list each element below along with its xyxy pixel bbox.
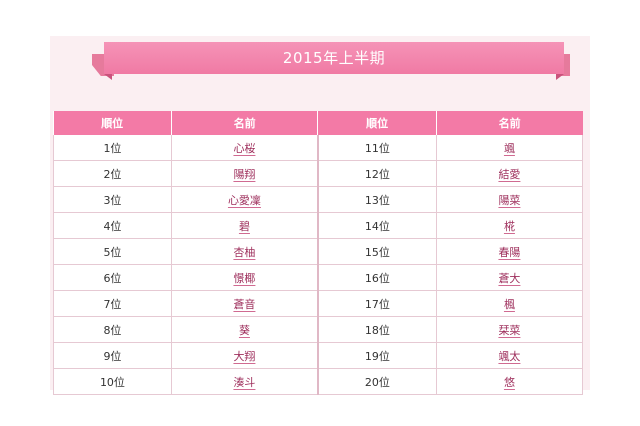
name-cell: 蒼音	[171, 290, 319, 317]
name-link[interactable]: 蒼大	[498, 271, 521, 285]
rank-cell: 11位	[317, 135, 437, 161]
name-cell: 碧	[171, 212, 319, 239]
rank-cell: 12位	[317, 160, 437, 187]
name-cell: 蒼大	[436, 264, 584, 291]
name-link[interactable]: 心桜	[233, 141, 256, 155]
rank-cell: 2位	[53, 160, 172, 187]
name-cell: 椛	[436, 212, 584, 239]
rank-cell: 4位	[53, 212, 172, 239]
rank-cell: 14位	[317, 212, 437, 239]
ranking-body: 1位 心桜 11位 颯 2位 陽翔 12位 結愛 3位 心愛凜 13位 陽菜 4位 碧 14位 椛 5位 杏柚 15…	[53, 135, 584, 395]
rank-cell: 17位	[317, 290, 437, 317]
name-cell: 結愛	[436, 160, 584, 187]
name-cell: 憬椰	[171, 264, 319, 291]
ribbon-fold-right	[556, 74, 564, 80]
table-row: 1位 心桜 11位 颯	[53, 135, 584, 161]
header-rank-left: 順位	[53, 111, 172, 135]
name-link[interactable]: 杏柚	[233, 245, 256, 259]
rank-cell: 13位	[317, 186, 437, 213]
table-row: 7位 蒼音 17位 楓	[53, 290, 584, 317]
rank-cell: 16位	[317, 264, 437, 291]
table-header-row: 順位 名前 順位 名前	[53, 111, 583, 135]
name-link[interactable]: 葵	[238, 323, 250, 337]
header-name-right: 名前	[436, 111, 583, 135]
rank-cell: 5位	[53, 238, 172, 265]
name-cell: 陽菜	[436, 186, 584, 213]
name-cell: 春陽	[436, 238, 584, 265]
name-link[interactable]: 心愛凜	[227, 193, 261, 207]
name-link[interactable]: 憬椰	[233, 271, 256, 285]
header-name-left: 名前	[171, 111, 319, 135]
name-cell: 楓	[436, 290, 584, 317]
rank-cell: 9位	[53, 342, 172, 369]
name-link[interactable]: 結愛	[498, 167, 521, 181]
name-link[interactable]: 楓	[503, 297, 515, 311]
name-cell: 栞菜	[436, 316, 584, 343]
rank-cell: 6位	[53, 264, 172, 291]
name-link[interactable]: 悠	[503, 375, 515, 389]
ranking-table: 順位 名前 順位 名前 1位 心桜 11位 颯 2位 陽翔 12位 結愛 3位 心愛凜 13位 陽菜 4…	[53, 111, 584, 395]
rank-cell: 3位	[53, 186, 172, 213]
header-rank-right: 順位	[317, 111, 437, 135]
table-row: 5位 杏柚 15位 春陽	[53, 238, 584, 265]
name-link[interactable]: 陽菜	[498, 193, 521, 207]
rank-cell: 15位	[317, 238, 437, 265]
table-row: 8位 葵 18位 栞菜	[53, 316, 584, 343]
name-cell: 悠	[436, 368, 584, 395]
name-cell: 心桜	[171, 135, 319, 161]
name-link[interactable]: 蒼音	[233, 297, 256, 311]
name-link[interactable]: 大翔	[233, 349, 256, 363]
title-ribbon: 2015年上半期	[0, 0, 640, 90]
name-cell: 颯	[436, 135, 584, 161]
name-cell: 葵	[171, 316, 319, 343]
name-link[interactable]: 颯	[503, 141, 515, 155]
rank-cell: 19位	[317, 342, 437, 369]
name-cell: 大翔	[171, 342, 319, 369]
rank-cell: 10位	[53, 368, 172, 395]
table-row: 4位 碧 14位 椛	[53, 212, 584, 239]
name-link[interactable]: 椛	[503, 219, 515, 233]
name-link[interactable]: 春陽	[498, 245, 521, 259]
table-row: 6位 憬椰 16位 蒼大	[53, 264, 584, 291]
name-link[interactable]: 陽翔	[233, 167, 256, 181]
name-cell: 心愛凜	[171, 186, 319, 213]
name-link[interactable]: 湊斗	[233, 375, 256, 389]
name-cell: 陽翔	[171, 160, 319, 187]
name-cell: 杏柚	[171, 238, 319, 265]
table-row: 9位 大翔 19位 颯太	[53, 342, 584, 369]
rank-cell: 20位	[317, 368, 437, 395]
ribbon-fold-left	[104, 74, 112, 80]
table-row: 3位 心愛凜 13位 陽菜	[53, 186, 584, 213]
name-cell: 颯太	[436, 342, 584, 369]
name-cell: 湊斗	[171, 368, 319, 395]
name-link[interactable]: 碧	[238, 219, 250, 233]
rank-cell: 1位	[53, 135, 172, 161]
name-link[interactable]: 栞菜	[498, 323, 521, 337]
rank-cell: 7位	[53, 290, 172, 317]
table-row: 10位 湊斗 20位 悠	[53, 368, 584, 395]
rank-cell: 18位	[317, 316, 437, 343]
page-title: 2015年上半期	[104, 42, 564, 74]
rank-cell: 8位	[53, 316, 172, 343]
name-link[interactable]: 颯太	[498, 349, 521, 363]
table-row: 2位 陽翔 12位 結愛	[53, 160, 584, 187]
